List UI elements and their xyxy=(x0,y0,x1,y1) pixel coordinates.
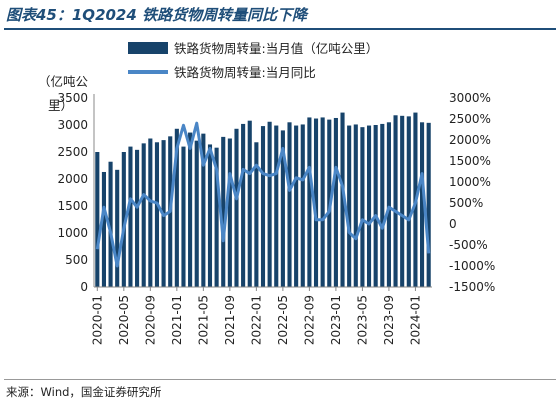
bar xyxy=(287,122,292,287)
bar xyxy=(307,117,312,287)
bar xyxy=(406,116,411,287)
y-right-tick-label: 1000% xyxy=(449,175,491,189)
y-axis-left-ticks: 0 500 1000 1500 2000 2500 3000 3500 xyxy=(57,91,88,294)
x-axis-ticks: 2020-01 2020-05 2020-09 2021-01 2021-05 2021-… xyxy=(90,287,422,345)
bar xyxy=(267,121,272,287)
line-series xyxy=(95,121,431,268)
x-tick-label: 2021-01 xyxy=(170,295,184,345)
bar xyxy=(207,144,213,287)
bar xyxy=(135,149,140,287)
chart-area: 铁路货物周转量:当月值（亿吨公里） 铁路货物周转量:当月同比 （亿吨公里） 0 5… xyxy=(38,41,495,345)
bar xyxy=(115,169,120,287)
y-axis-left-title-line2: 里） xyxy=(48,98,73,113)
x-tick-label: 2023-05 xyxy=(355,295,369,345)
bar xyxy=(426,122,431,287)
bar xyxy=(128,146,133,287)
bar xyxy=(313,118,319,288)
x-tick-label: 2023-09 xyxy=(382,295,396,345)
bar xyxy=(366,125,372,287)
y-right-tick-label: 500% xyxy=(449,196,483,210)
y-right-tick-label: 2000% xyxy=(449,133,491,147)
bar xyxy=(234,128,239,287)
figure-title: 图表45：1Q2024 铁路货物周转量同比下降 xyxy=(6,6,308,24)
bar xyxy=(347,125,352,287)
bar xyxy=(380,123,385,287)
bar xyxy=(201,133,206,287)
bar xyxy=(393,115,398,287)
bar-series xyxy=(95,112,431,288)
y-left-tick-label: 2000 xyxy=(57,172,88,186)
y-right-tick-label: 0 xyxy=(449,217,457,231)
x-tick-label: 2022-05 xyxy=(276,295,290,345)
y-right-tick-label: -1000% xyxy=(449,259,495,273)
bar xyxy=(320,117,325,287)
y-axis-right-ticks: -1500% -1000% -500% 0 500% 1000% 1500% 2000% 250… xyxy=(449,91,495,294)
bar xyxy=(181,146,186,287)
y-right-tick-label: 3000% xyxy=(449,91,491,105)
bar xyxy=(154,142,160,287)
y-left-tick-label: 500 xyxy=(65,253,88,267)
bar xyxy=(254,142,259,287)
y-left-tick-label: 1500 xyxy=(57,199,88,213)
x-tick-label: 2021-05 xyxy=(196,295,210,345)
bar xyxy=(108,161,113,287)
x-tick-label: 2022-09 xyxy=(302,295,316,345)
y-right-tick-label: -500% xyxy=(449,238,488,252)
bar xyxy=(274,125,279,287)
bar xyxy=(373,125,378,287)
bar xyxy=(420,122,425,287)
bar xyxy=(353,124,358,288)
x-tick-label: 2020-01 xyxy=(90,295,104,345)
bar xyxy=(400,115,405,287)
y-left-tick-label: 2500 xyxy=(57,145,88,159)
legend-bar-label: 铁路货物周转量:当月值（亿吨公里） xyxy=(174,41,378,56)
y-right-tick-label: 1500% xyxy=(449,154,491,168)
bar xyxy=(360,127,365,287)
legend: 铁路货物周转量:当月值（亿吨公里） 铁路货物周转量:当月同比 xyxy=(128,41,378,80)
x-tick-label: 2024-01 xyxy=(408,295,422,345)
bar xyxy=(174,128,179,287)
bar xyxy=(300,124,305,288)
bar xyxy=(333,117,338,287)
bar xyxy=(227,138,232,287)
y-right-tick-label: -1500% xyxy=(449,280,495,294)
bar xyxy=(340,112,345,287)
source-rule xyxy=(4,379,556,380)
title-rule xyxy=(4,28,556,30)
x-tick-label: 2021-09 xyxy=(223,295,237,345)
y-left-tick-label: 3500 xyxy=(57,91,88,105)
x-tick-label: 2022-01 xyxy=(249,295,263,345)
bar xyxy=(221,136,226,287)
bar xyxy=(148,138,153,287)
bar xyxy=(214,147,219,287)
bar xyxy=(95,152,100,287)
bar xyxy=(294,125,299,287)
legend-line-label: 铁路货物周转量:当月同比 xyxy=(174,65,316,80)
source-note: 来源：Wind，国金证券研究所 xyxy=(6,385,162,399)
x-tick-label: 2023-01 xyxy=(329,295,343,345)
y-axis-left-title-line1: （亿吨公 xyxy=(38,74,89,89)
bar xyxy=(280,130,285,287)
bar xyxy=(386,122,391,287)
bar xyxy=(247,120,252,288)
bar xyxy=(121,152,126,287)
bar xyxy=(188,132,193,287)
y-left-tick-label: 3000 xyxy=(57,118,88,132)
y-left-tick-label: 0 xyxy=(80,280,88,294)
bar xyxy=(260,126,266,287)
y-right-tick-label: 2500% xyxy=(449,112,491,126)
bar xyxy=(101,171,106,287)
x-tick-label: 2020-09 xyxy=(143,295,157,345)
bar xyxy=(194,140,199,287)
bar xyxy=(141,143,146,287)
y-axis-left-title: （亿吨公里） xyxy=(38,74,89,113)
x-tick-label: 2020-05 xyxy=(117,295,131,345)
y-left-tick-label: 1000 xyxy=(57,226,88,240)
bar xyxy=(241,123,246,287)
legend-bar-swatch xyxy=(128,42,168,54)
